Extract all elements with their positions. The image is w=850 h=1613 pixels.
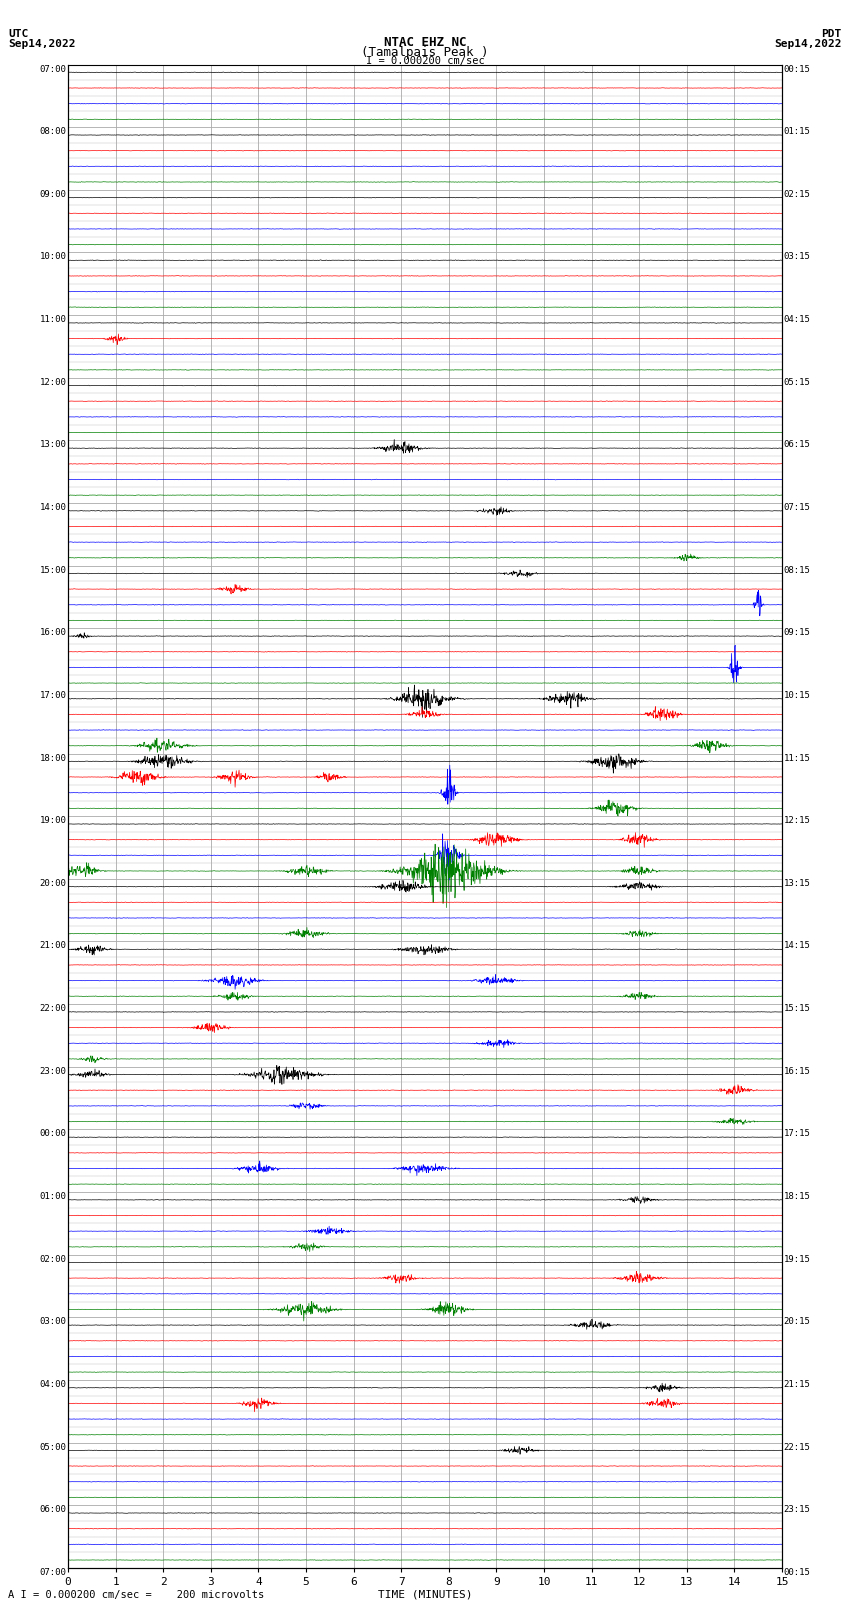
Text: Sep14,2022: Sep14,2022: [8, 39, 76, 48]
Text: NTAC EHZ NC: NTAC EHZ NC: [383, 37, 467, 50]
Text: (Tamalpais Peak ): (Tamalpais Peak ): [361, 45, 489, 60]
Text: PDT: PDT: [821, 29, 842, 39]
Text: UTC: UTC: [8, 29, 29, 39]
Text: Sep14,2022: Sep14,2022: [774, 39, 842, 48]
Text: I = 0.000200 cm/sec: I = 0.000200 cm/sec: [366, 56, 484, 66]
X-axis label: TIME (MINUTES): TIME (MINUTES): [377, 1590, 473, 1600]
Text: A I = 0.000200 cm/sec =    200 microvolts: A I = 0.000200 cm/sec = 200 microvolts: [8, 1590, 264, 1600]
